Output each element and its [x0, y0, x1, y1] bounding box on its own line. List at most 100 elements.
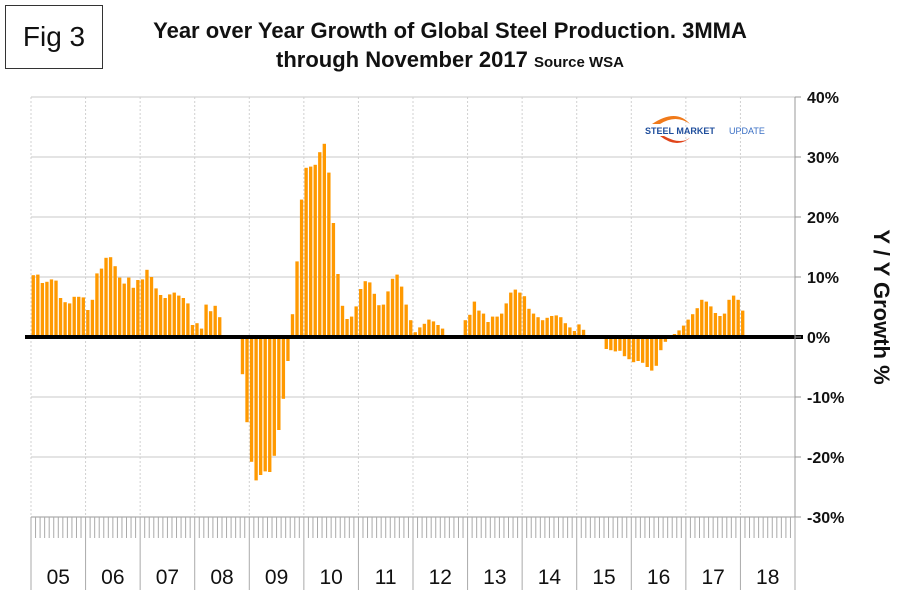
bar: [95, 273, 99, 337]
y-tick-label: 20%: [807, 210, 839, 227]
bar: [636, 337, 640, 361]
bar: [163, 298, 167, 337]
chart-title-date: through November 2017: [276, 47, 528, 72]
bar: [127, 277, 131, 337]
bar: [63, 302, 67, 337]
bar: [654, 337, 658, 366]
bar: [645, 337, 649, 367]
bar: [554, 315, 558, 337]
bar: [145, 269, 149, 337]
bar: [431, 321, 436, 337]
bar: [563, 323, 568, 337]
y-tick-label: 40%: [807, 90, 839, 107]
bar: [718, 316, 722, 337]
y-tick-labels: 40% 30% 20% 10% 0% -10% -20% -30%: [807, 90, 844, 527]
bar: [240, 337, 245, 375]
bar: [177, 295, 181, 337]
logo-swoosh-bottom: [660, 136, 692, 143]
bar: [36, 274, 40, 337]
x-tick-label: 18: [756, 566, 779, 589]
bar: [709, 306, 713, 337]
bar: [72, 296, 76, 337]
grid-lines: [30, 96, 796, 518]
bar: [536, 317, 540, 337]
x-tick-labels: 05 06 07 08 09 10 11 12 13 14 15 16 17 18: [47, 566, 780, 589]
bar: [686, 319, 690, 337]
bar: [368, 282, 372, 337]
bar: [577, 324, 581, 337]
bar: [518, 292, 522, 337]
y-axis-label: Y / Y Growth %: [869, 229, 894, 384]
bar: [104, 257, 108, 337]
bar: [604, 337, 608, 349]
x-tick-label: 14: [538, 566, 562, 589]
bar: [304, 167, 308, 337]
chart-title: Year over Year Growth of Global Steel Pr…: [153, 18, 747, 43]
bar: [395, 274, 399, 337]
bar: [695, 308, 699, 337]
bar: [149, 277, 154, 337]
x-tick-label: 15: [592, 566, 615, 589]
bar: [277, 337, 281, 430]
bar: [172, 292, 176, 337]
bar: [322, 143, 326, 337]
x-tick-label: 13: [483, 566, 506, 589]
bar: [249, 337, 254, 462]
bar: [381, 304, 386, 337]
bar: [659, 337, 663, 351]
bar: [190, 325, 195, 337]
bar: [340, 305, 345, 337]
axes: [25, 96, 803, 590]
bar: [663, 337, 668, 342]
bar: [540, 320, 545, 337]
bar: [500, 313, 504, 337]
bar: [168, 294, 172, 337]
bar: [722, 313, 727, 337]
y-tick-label: -20%: [807, 450, 844, 467]
bar: [386, 291, 390, 337]
y-tick-label: 30%: [807, 150, 839, 167]
x-tick-label: 10: [319, 566, 342, 589]
bar: [77, 296, 81, 337]
figure-label: Fig 3: [5, 5, 103, 69]
bar: [359, 289, 363, 337]
bar: [495, 316, 499, 337]
x-tick-label: 09: [265, 566, 288, 589]
bar: [336, 274, 340, 337]
x-tick-label: 11: [375, 566, 397, 589]
bar: [258, 337, 263, 475]
y-tick-label: 0%: [807, 330, 830, 347]
bar: [627, 337, 631, 360]
bar: [263, 337, 267, 472]
bar: [140, 279, 145, 337]
bar: [581, 329, 586, 337]
bar: [550, 316, 554, 337]
bar: [409, 320, 413, 337]
bar: [390, 278, 395, 337]
logo-swoosh-top: [652, 116, 690, 124]
bar: [622, 337, 627, 357]
bar: [545, 317, 549, 337]
x-tick-label: 16: [647, 566, 670, 589]
x-tick-label: 17: [701, 566, 724, 589]
bar: [195, 323, 199, 337]
bar: [354, 306, 358, 337]
bar: [399, 286, 404, 337]
bar: [704, 301, 708, 337]
chart-title-line2: through November 2017 Source WSA: [110, 47, 790, 73]
bar: [481, 313, 486, 337]
steel-market-update-logo: STEEL MARKET UPDATE: [645, 116, 765, 143]
bar: [286, 337, 290, 361]
bar: [413, 332, 417, 337]
bar: [436, 325, 440, 337]
bars: [31, 143, 745, 481]
bar: [713, 313, 718, 337]
bar: [327, 172, 331, 337]
bar: [118, 277, 122, 337]
bar: [613, 337, 618, 352]
bar: [272, 337, 276, 456]
bar: [681, 325, 686, 337]
bar: [99, 268, 104, 337]
bar: [509, 292, 513, 337]
